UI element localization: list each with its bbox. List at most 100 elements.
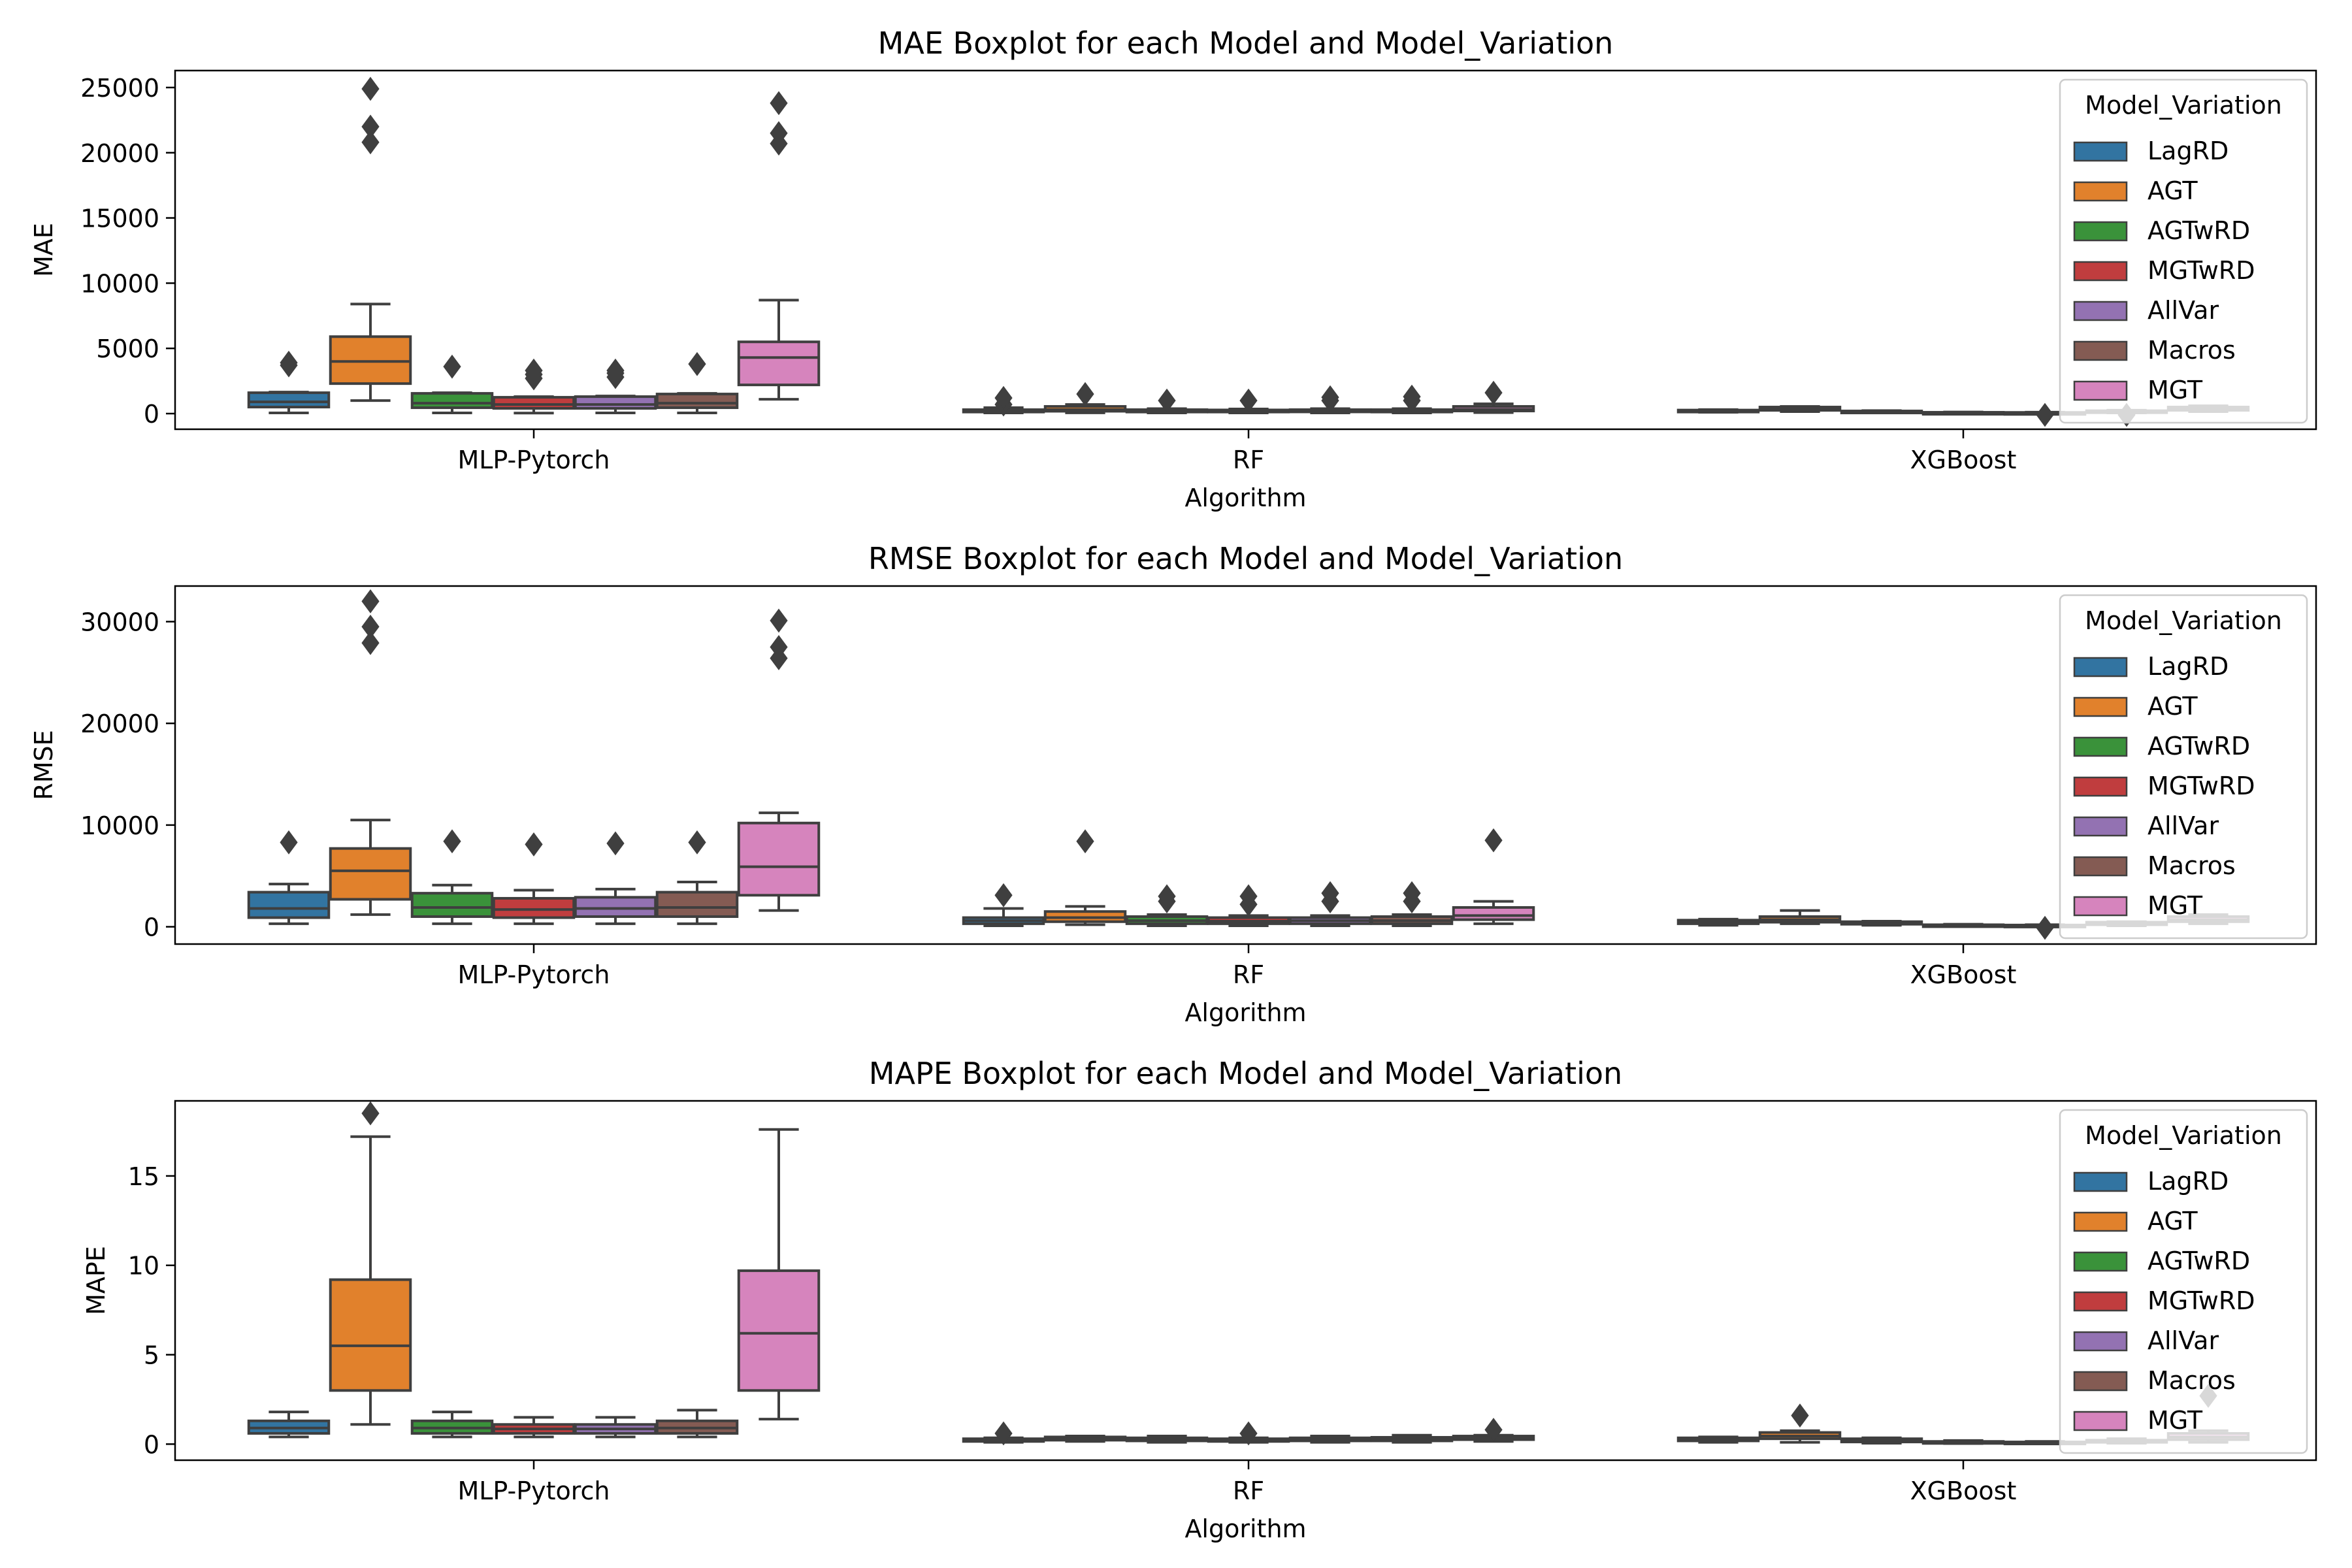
x-tick-label: XGBoost bbox=[1910, 446, 2017, 474]
box-LagRD-RF bbox=[962, 883, 1045, 927]
box-AGT-RF bbox=[1043, 829, 1127, 926]
legend-title: Model_Variation bbox=[2085, 91, 2282, 120]
axes-frame bbox=[174, 585, 2317, 945]
outlier-point bbox=[1403, 384, 1421, 409]
legend-swatch-Macros bbox=[2073, 1371, 2128, 1392]
x-tick-label: XGBoost bbox=[1910, 960, 2017, 989]
legend-entry-Macros: Macros bbox=[2148, 336, 2236, 365]
outlier-point bbox=[361, 76, 380, 101]
box-body bbox=[1452, 906, 1535, 921]
box-MGTwRD-RF bbox=[1207, 1421, 1290, 1446]
box-Macros-RF bbox=[1370, 881, 1454, 927]
chart-title: RMSE Boxplot for each Model and Model_Va… bbox=[868, 541, 1623, 576]
box-MGTwRD-XGBoost bbox=[1921, 410, 2005, 416]
y-tick-label: 5 bbox=[144, 1341, 159, 1370]
legend-entry-MGTwRD: MGTwRD bbox=[2148, 772, 2255, 800]
x-tick-label: RF bbox=[1233, 960, 1264, 989]
legend: Model_Variation LagRD AGT AGTwRD MGTwRD AllVa… bbox=[2059, 594, 2308, 939]
outlier-point bbox=[688, 830, 706, 855]
legend-entry-AllVar: AllVar bbox=[2148, 296, 2219, 325]
box-MGT-MLP-Pytorch bbox=[737, 91, 821, 401]
legend-entry-MGT: MGT bbox=[2148, 891, 2203, 920]
chart-panel-2: RMSE Boxplot for each Model and Model_Va… bbox=[29, 541, 2317, 1027]
box-MGT-MLP-Pytorch bbox=[737, 608, 821, 912]
box-AGTwRD-MLP-Pytorch bbox=[410, 829, 494, 925]
outlier-point bbox=[1158, 388, 1176, 413]
legend-swatch-AGT bbox=[2073, 181, 2128, 202]
box-AGTwRD-XGBoost bbox=[1840, 919, 1923, 927]
y-tick-label: 0 bbox=[144, 1430, 159, 1459]
chart-title: MAPE Boxplot for each Model and Model_Va… bbox=[869, 1056, 1622, 1091]
x-tick-label: RF bbox=[1233, 1477, 1264, 1505]
outlier-point bbox=[1484, 828, 1503, 853]
outlier-point bbox=[2036, 402, 2054, 427]
outlier-point bbox=[770, 608, 788, 633]
outlier-point bbox=[770, 121, 788, 146]
y-tick-label: 20000 bbox=[80, 139, 159, 168]
x-axis-label: Algorithm bbox=[1184, 1514, 1306, 1543]
box-LagRD-MLP-Pytorch bbox=[247, 1411, 331, 1439]
legend-swatch-AGTwRD bbox=[2073, 1251, 2128, 1272]
legend-entry-AllVar: AllVar bbox=[2148, 1326, 2219, 1355]
axes-frame bbox=[174, 1100, 2317, 1462]
box-AGT-XGBoost bbox=[1758, 405, 1842, 414]
legend-entry-AGTwRD: AGTwRD bbox=[2148, 216, 2250, 245]
legend-swatch-Macros bbox=[2073, 340, 2128, 361]
outlier-point bbox=[770, 91, 788, 116]
legend-entry-Macros: Macros bbox=[2148, 851, 2236, 880]
x-tick-label: MLP-Pytorch bbox=[457, 446, 610, 474]
legend-entry-LagRD: LagRD bbox=[2148, 1167, 2229, 1196]
box-body bbox=[492, 896, 576, 919]
box-LagRD-XGBoost bbox=[1676, 408, 1760, 414]
legend-title: Model_Variation bbox=[2085, 606, 2282, 635]
legend-entry-AGTwRD: AGTwRD bbox=[2148, 732, 2250, 760]
box-body bbox=[492, 396, 576, 410]
box-MGTwRD-RF bbox=[1207, 388, 1290, 415]
y-tick-label: 10000 bbox=[80, 269, 159, 298]
outlier-point bbox=[994, 883, 1013, 907]
outlier-point bbox=[1321, 881, 1339, 906]
legend-swatch-AGTwRD bbox=[2073, 221, 2128, 242]
outlier-point bbox=[688, 351, 706, 376]
legend-swatch-AllVar bbox=[2073, 816, 2128, 837]
outlier-point bbox=[606, 831, 625, 856]
box-AllVar-MLP-Pytorch bbox=[574, 831, 657, 925]
y-tick-label: 20000 bbox=[80, 710, 159, 738]
box-AllVar-RF bbox=[1288, 385, 1372, 415]
outlier-point bbox=[1076, 829, 1094, 854]
legend-entry-AGTwRD: AGTwRD bbox=[2148, 1247, 2250, 1275]
outlier-point bbox=[1791, 1403, 1809, 1428]
legend-swatch-AGTwRD bbox=[2073, 736, 2128, 757]
box-AGTwRD-MLP-Pytorch bbox=[410, 354, 494, 415]
box-body bbox=[574, 395, 657, 410]
chart-panel-3: MAPE Boxplot for each Model and Model_Va… bbox=[82, 1056, 2317, 1543]
box-MGTwRD-MLP-Pytorch bbox=[492, 358, 576, 415]
legend-swatch-MGT bbox=[2073, 1411, 2128, 1431]
box-AGTwRD-XGBoost bbox=[1840, 409, 1923, 415]
box-MGT-RF bbox=[1452, 1418, 1535, 1443]
box-body bbox=[329, 847, 412, 901]
legend-box bbox=[2059, 1109, 2308, 1454]
box-Macros-MLP-Pytorch bbox=[655, 351, 739, 415]
box-body bbox=[655, 890, 739, 918]
box-MGT-RF bbox=[1452, 828, 1535, 925]
y-tick-label: 0 bbox=[144, 913, 159, 942]
outlier-point bbox=[280, 350, 298, 375]
legend-entry-AGT: AGT bbox=[2148, 176, 2198, 205]
box-body bbox=[737, 1269, 821, 1392]
box-MGTwRD-XGBoost bbox=[1921, 923, 2005, 928]
box-AGTwRD-MLP-Pytorch bbox=[410, 1411, 494, 1439]
chart-title: MAE Boxplot for each Model and Model_Var… bbox=[878, 25, 1614, 61]
box-AGT-MLP-Pytorch bbox=[329, 589, 412, 916]
x-tick-label: MLP-Pytorch bbox=[457, 1477, 610, 1505]
outlier-point bbox=[525, 358, 543, 383]
legend-swatch-AGT bbox=[2073, 1211, 2128, 1232]
legend-swatch-AllVar bbox=[2073, 301, 2128, 321]
box-MGTwRD-MLP-Pytorch bbox=[492, 832, 576, 925]
legend-title: Model_Variation bbox=[2085, 1121, 2282, 1150]
box-body bbox=[737, 821, 821, 897]
legend-swatch-MGTwRD bbox=[2073, 261, 2128, 282]
y-tick-label: 15 bbox=[128, 1162, 159, 1191]
box-Macros-MLP-Pytorch bbox=[655, 830, 739, 925]
legend-entry-MGT: MGT bbox=[2148, 376, 2203, 404]
